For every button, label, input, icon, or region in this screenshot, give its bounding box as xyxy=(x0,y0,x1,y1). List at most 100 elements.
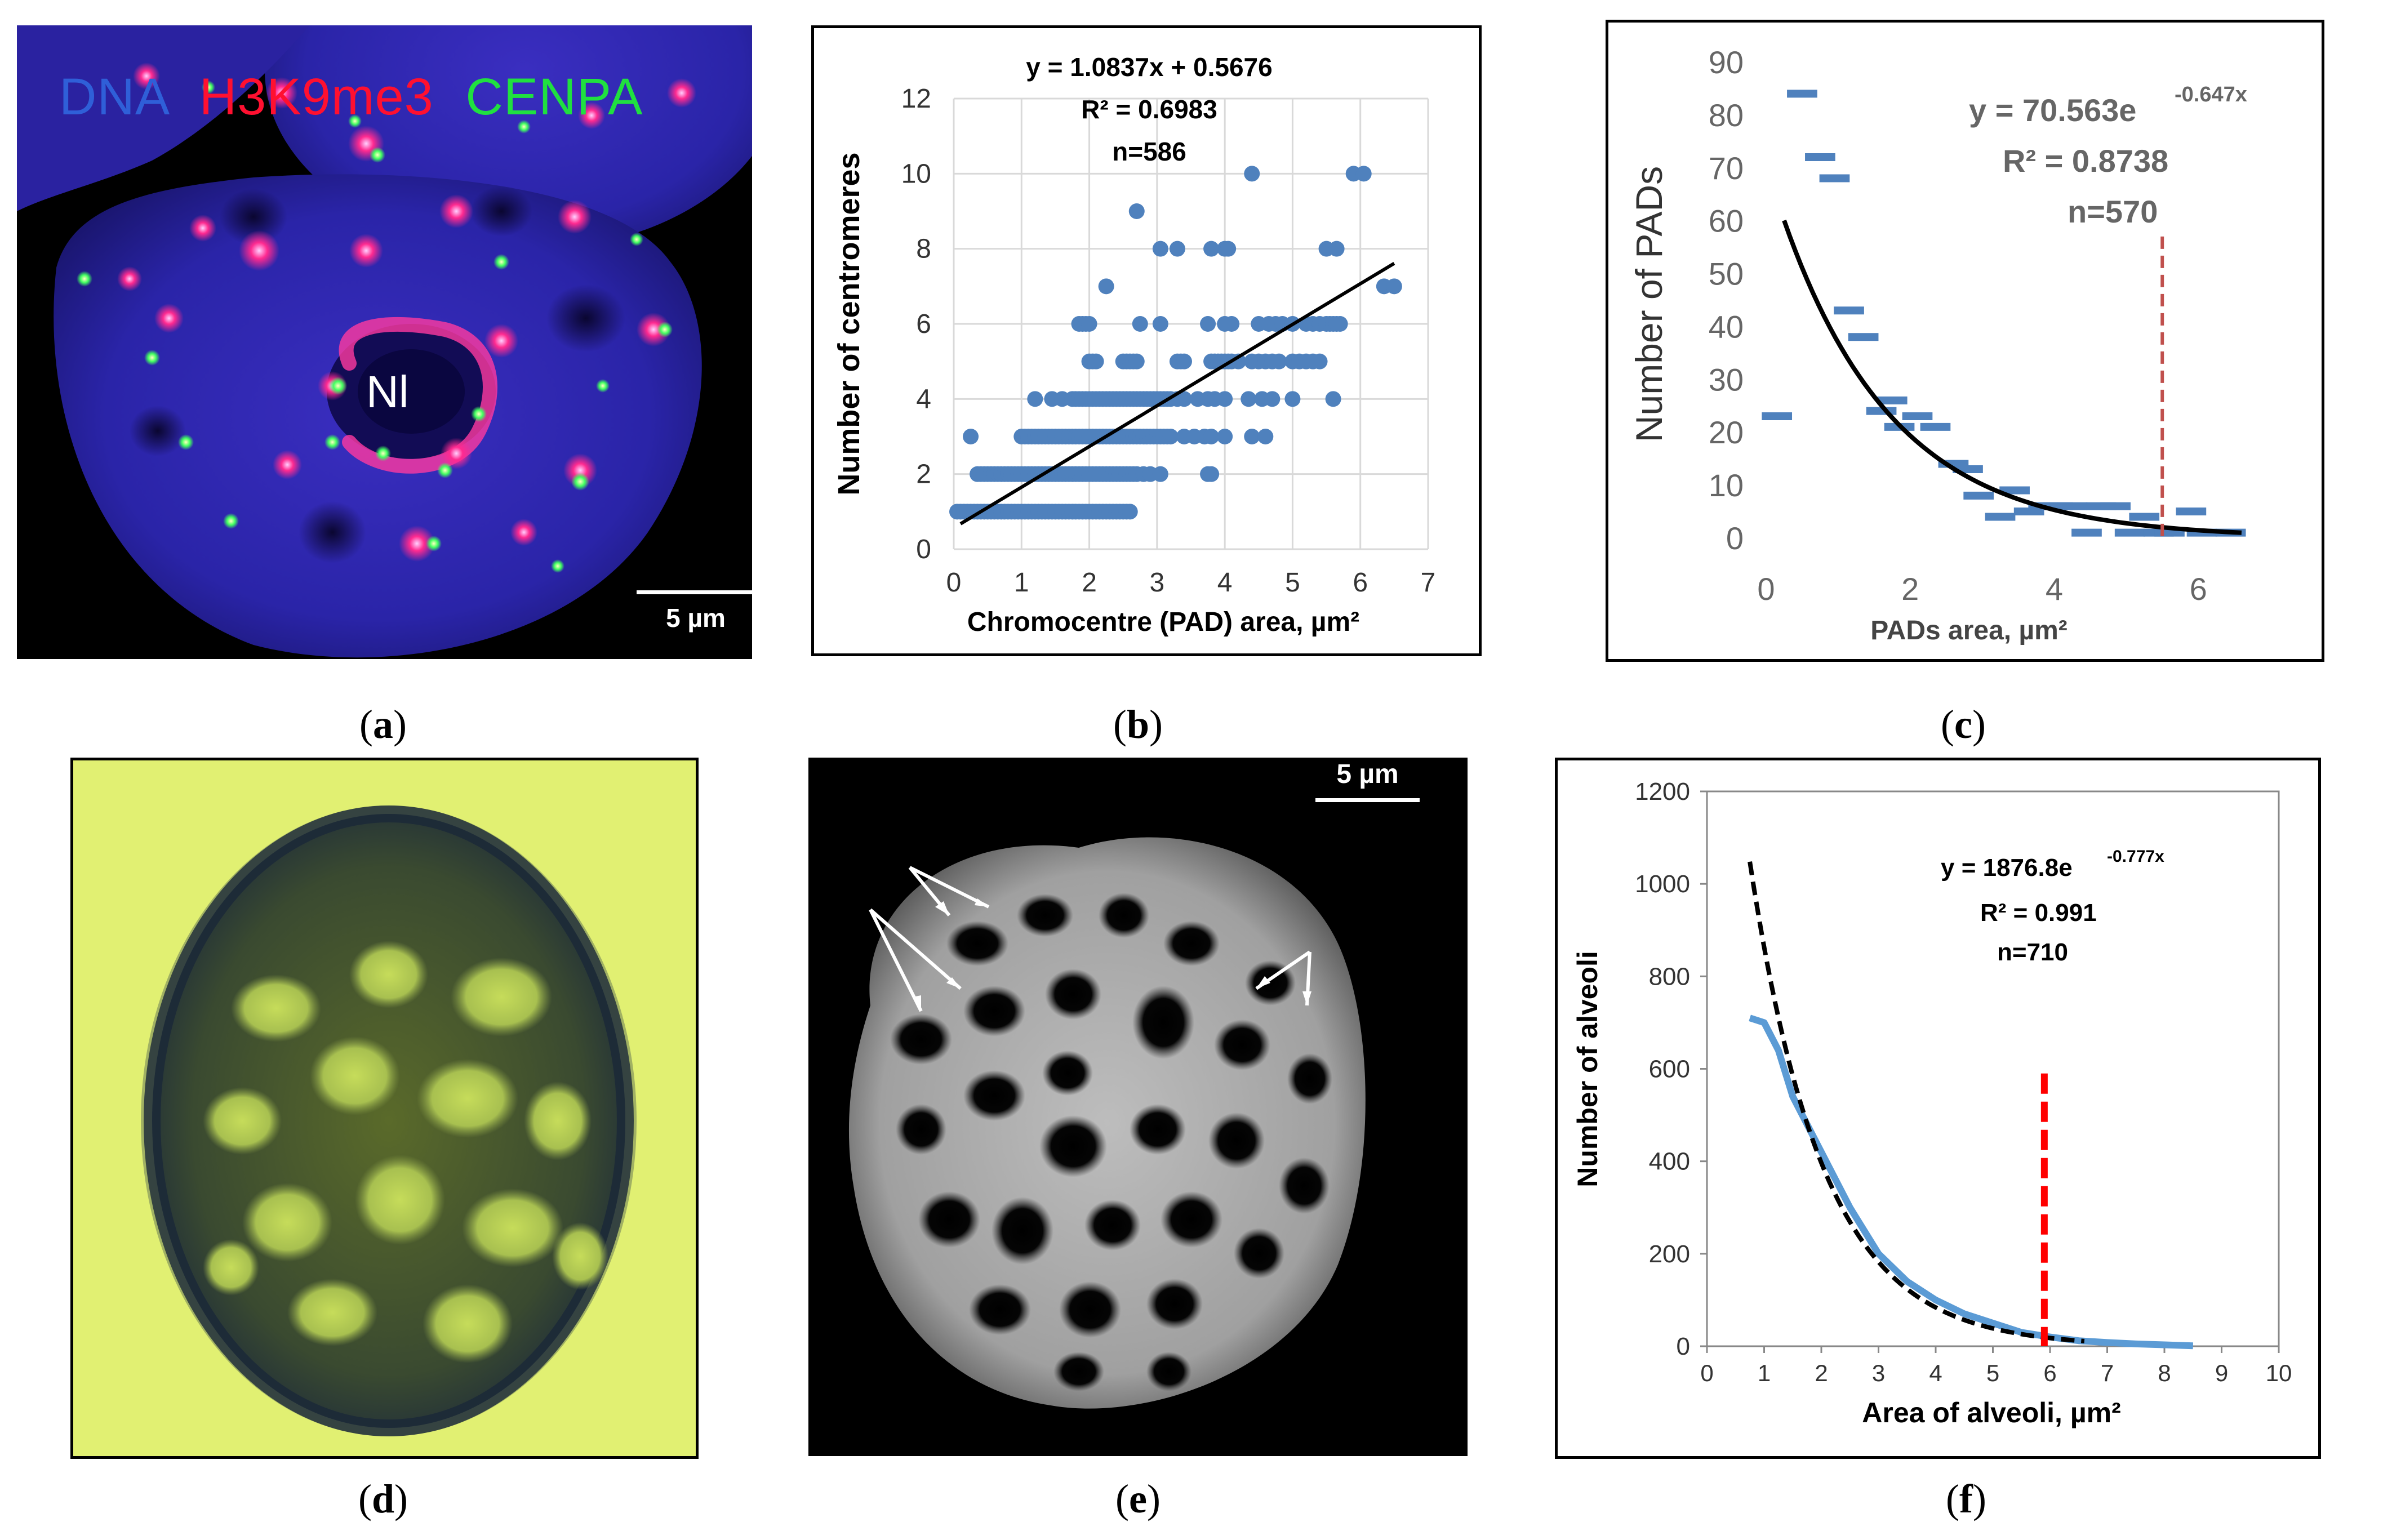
panel-c-frame: 0 2 4 6 0 10 20 30 40 50 60 70 80 90 y = 70.563e -0.647… xyxy=(1606,20,2324,662)
panel-label-a: (a) xyxy=(359,702,407,747)
y-tick-label: 80 xyxy=(1709,97,1744,133)
y-tick-label: 2 xyxy=(916,460,931,489)
x-tick-label: 5 xyxy=(1986,1360,1999,1386)
x-axis-label: PADs area, µm² xyxy=(1870,616,2068,646)
data-point xyxy=(1284,391,1301,407)
data-point xyxy=(1088,353,1104,370)
x-tick-label: 2 xyxy=(1815,1360,1828,1386)
data-point xyxy=(1220,241,1237,257)
n-label: n=586 xyxy=(1112,137,1186,166)
r-squared-label: R² = 0.6983 xyxy=(1081,95,1217,124)
n-label: n=710 xyxy=(1997,938,2068,966)
panel-f-frame: 0 1 2 3 4 5 6 7 8 9 10 0 200 400 600 800 1000 1200 y = 187… xyxy=(1555,758,2321,1459)
panel-d-micrograph xyxy=(73,760,696,1456)
x-tick-label: 6 xyxy=(2043,1360,2056,1386)
r-squared-label: R² = 0.991 xyxy=(1980,899,2097,927)
x-tick-label: 0 xyxy=(946,568,962,598)
panel-label-f: (f) xyxy=(1946,1476,1986,1521)
y-tick-label: 0 xyxy=(916,535,931,564)
data-point xyxy=(1328,241,1345,257)
data-point xyxy=(1162,429,1179,444)
y-tick-label: 20 xyxy=(1709,415,1744,450)
panel-a-scale-bar-line xyxy=(637,590,755,594)
x-tick-label: 3 xyxy=(1150,568,1165,598)
x-tick-label: 4 xyxy=(1217,568,1233,598)
data-point xyxy=(1132,316,1148,332)
y-tick-label: 6 xyxy=(916,309,931,339)
data-point xyxy=(1244,429,1260,444)
y-tick-label: 8 xyxy=(916,234,931,264)
x-tick-label: 2 xyxy=(1082,568,1097,598)
x-tick-label: 6 xyxy=(2190,571,2207,607)
panel-label-d: (d) xyxy=(358,1476,408,1521)
y-tick-label: 4 xyxy=(916,384,931,414)
data-point xyxy=(1311,353,1328,370)
x-tick-label: 7 xyxy=(2101,1360,2114,1386)
data-point xyxy=(1355,166,1372,182)
x-tick-label: 4 xyxy=(1929,1360,1942,1386)
exponential-trendline xyxy=(1782,220,2242,535)
panel-b-frame: 0 1 2 3 4 5 6 7 0 2 4 6 8 10 12 y = 1.0837x + 0.5676 R² … xyxy=(811,25,1482,656)
y-tick-label: 40 xyxy=(1709,309,1744,344)
data-point xyxy=(1027,391,1043,407)
y-tick-label: 0 xyxy=(1726,520,1744,556)
y-tick-label: 600 xyxy=(1649,1056,1690,1083)
data-point xyxy=(1152,241,1168,257)
data-point xyxy=(1169,241,1185,257)
x-axis-label: Chromocentre (PAD) area, µm² xyxy=(967,607,1359,637)
data-point xyxy=(1098,278,1114,295)
panel-e-scale-bar-line xyxy=(1315,798,1420,802)
data-point xyxy=(1332,316,1348,332)
y-tick-label: 90 xyxy=(1709,44,1744,80)
data-point xyxy=(1271,353,1287,370)
data-point xyxy=(1152,316,1168,332)
equation-exponent: -0.647x xyxy=(2175,83,2247,106)
y-tick-label: 70 xyxy=(1709,150,1744,186)
y-tick-label: 30 xyxy=(1709,362,1744,397)
y-tick-label: 1000 xyxy=(1635,870,1690,898)
x-tick-label: 7 xyxy=(1421,568,1436,598)
equation-exponent: -0.777x xyxy=(2107,847,2164,866)
y-tick-label: 10 xyxy=(1709,468,1744,503)
legend-h3k9me3: H3K9me3 xyxy=(199,68,434,126)
x-tick-label: 5 xyxy=(1285,568,1300,598)
x-tick-label: 10 xyxy=(2266,1360,2292,1386)
panel-e-micrograph xyxy=(808,758,1468,1456)
y-axis-label: Number of alveoli xyxy=(1572,951,1603,1187)
data-point xyxy=(1386,278,1402,295)
data-point xyxy=(1325,391,1341,407)
x-tick-label: 4 xyxy=(2046,571,2063,607)
y-tick-label: 12 xyxy=(901,84,931,114)
x-tick-label: 1 xyxy=(1014,568,1029,598)
data-point xyxy=(1128,353,1145,370)
y-tick-label: 200 xyxy=(1649,1240,1690,1268)
y-axis-label: Number of centromeres xyxy=(832,152,866,495)
data-point xyxy=(1122,504,1138,520)
data-point xyxy=(1203,241,1220,257)
y-tick-label: 10 xyxy=(901,159,931,189)
panel-d-image xyxy=(70,758,699,1459)
legend-cenpa: CENPA xyxy=(465,68,643,126)
y-tick-label: 800 xyxy=(1649,963,1690,990)
panel-label-c: (c) xyxy=(1941,702,1986,747)
n-label: n=570 xyxy=(2068,194,2158,229)
equation-label: y = 1876.8e xyxy=(1941,854,2073,882)
x-tick-label: 0 xyxy=(1700,1360,1713,1386)
panel-a-image: DNA H3K9me3 CENPA Nl 5 µm xyxy=(17,0,783,659)
x-axis-label: Area of alveoli, µm² xyxy=(1862,1397,2121,1428)
equation-label: y = 70.563e xyxy=(1969,92,2136,128)
data-point xyxy=(1200,316,1216,332)
panel-label-b: (b) xyxy=(1113,702,1163,747)
panel-a-micrograph xyxy=(17,0,783,659)
r-squared-label: R² = 0.8738 xyxy=(2003,143,2168,179)
equation-label: y = 1.0837x + 0.5676 xyxy=(1026,52,1272,82)
data-point xyxy=(1152,466,1168,482)
panel-a-legend: DNA H3K9me3 CENPA xyxy=(59,68,643,127)
data-point xyxy=(1264,391,1281,407)
x-tick-label: 3 xyxy=(1872,1360,1885,1386)
data-point xyxy=(1224,316,1240,332)
data-point xyxy=(1241,391,1257,407)
panel-a-scale-bar-label: 5 µm xyxy=(666,603,726,633)
